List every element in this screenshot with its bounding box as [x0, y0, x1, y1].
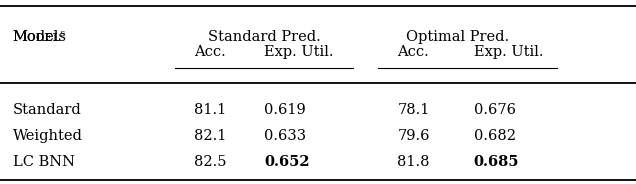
Text: 0.619: 0.619	[264, 103, 306, 117]
Text: Acc.: Acc.	[398, 45, 429, 59]
Text: 79.6: 79.6	[398, 129, 430, 143]
Text: Exp. Util.: Exp. Util.	[474, 45, 543, 59]
Text: Acc.: Acc.	[194, 45, 226, 59]
Text: 0.685: 0.685	[474, 155, 520, 169]
Text: Weighted: Weighted	[13, 129, 83, 143]
Text: 0.633: 0.633	[264, 129, 306, 143]
Text: Standard Pred.: Standard Pred.	[207, 30, 321, 44]
Text: 78.1: 78.1	[398, 103, 430, 117]
Text: 81.8: 81.8	[398, 155, 430, 169]
Text: Standard: Standard	[13, 103, 81, 117]
Text: 0.676: 0.676	[474, 103, 516, 117]
Text: 0.652: 0.652	[264, 155, 310, 169]
Text: 81.1: 81.1	[194, 103, 226, 117]
Text: LC BNN: LC BNN	[13, 155, 74, 169]
Text: 82.1: 82.1	[194, 129, 226, 143]
Text: Models: Models	[13, 30, 67, 44]
Text: Mᴏᴅᴇʟˢ: Mᴏᴅᴇʟˢ	[13, 30, 66, 44]
Text: Optimal Pred.: Optimal Pred.	[406, 30, 509, 44]
Text: Exp. Util.: Exp. Util.	[264, 45, 333, 59]
Text: 82.5: 82.5	[194, 155, 226, 169]
Text: 0.682: 0.682	[474, 129, 516, 143]
